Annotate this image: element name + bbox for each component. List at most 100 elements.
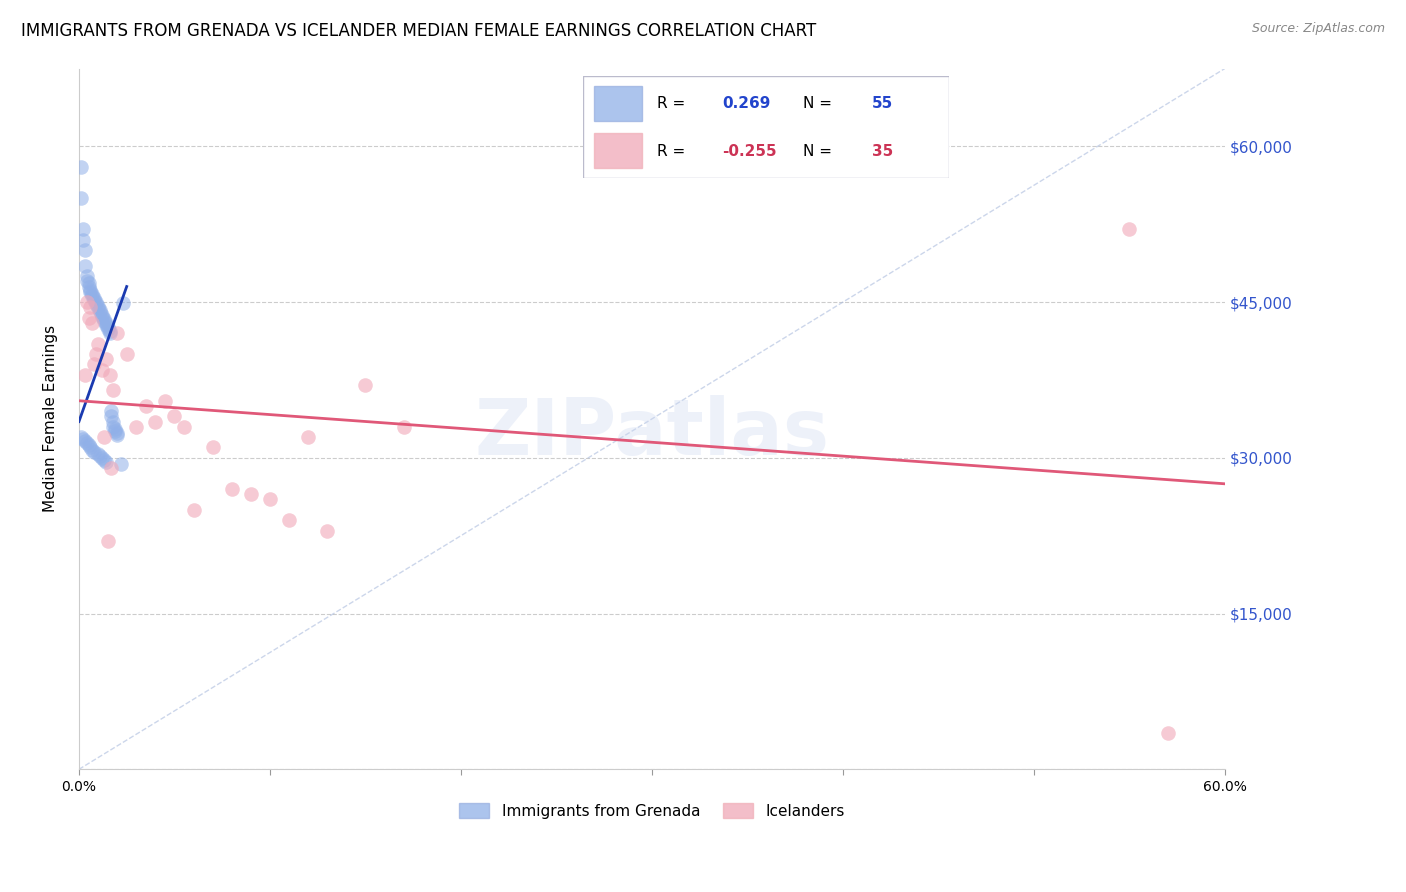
Point xyxy=(115,347,138,361)
Point xyxy=(105,326,128,341)
Point xyxy=(73,434,96,449)
Point xyxy=(77,310,100,325)
Text: R =: R = xyxy=(657,144,690,159)
Point xyxy=(110,457,132,471)
Point xyxy=(100,461,122,475)
Point xyxy=(87,336,110,351)
Point xyxy=(98,324,121,338)
Point xyxy=(73,368,96,382)
Point xyxy=(183,502,205,516)
Point xyxy=(84,295,107,310)
Point xyxy=(173,419,195,434)
Text: N =: N = xyxy=(803,95,837,111)
Point xyxy=(100,404,122,418)
Point xyxy=(97,322,120,336)
Point xyxy=(105,428,128,442)
Point xyxy=(93,314,115,328)
Point xyxy=(77,277,100,291)
Point xyxy=(84,297,107,311)
Point xyxy=(97,320,120,334)
Point xyxy=(84,347,107,361)
Point xyxy=(392,419,415,434)
Point xyxy=(72,233,94,247)
Point xyxy=(73,259,96,273)
Point xyxy=(104,424,127,438)
Point xyxy=(135,399,157,413)
Point xyxy=(90,308,112,322)
Point xyxy=(93,311,115,326)
Point xyxy=(90,450,112,465)
Point xyxy=(111,296,134,310)
Point xyxy=(143,415,166,429)
Point xyxy=(239,487,262,501)
Text: -0.255: -0.255 xyxy=(723,144,778,159)
Point xyxy=(94,318,117,332)
Point xyxy=(297,430,319,444)
Point xyxy=(82,289,104,303)
Point xyxy=(87,299,110,313)
Point xyxy=(83,291,105,305)
Point xyxy=(90,362,112,376)
Point xyxy=(98,326,121,341)
Text: R =: R = xyxy=(657,95,690,111)
Point xyxy=(83,293,105,307)
Text: Source: ZipAtlas.com: Source: ZipAtlas.com xyxy=(1251,22,1385,36)
Point xyxy=(93,453,115,467)
Point xyxy=(89,305,111,319)
Point xyxy=(79,441,101,455)
Point xyxy=(79,301,101,315)
Point xyxy=(104,422,127,436)
Point xyxy=(70,191,93,205)
FancyBboxPatch shape xyxy=(583,76,949,178)
Point xyxy=(87,447,110,461)
Point xyxy=(73,243,96,257)
Point xyxy=(82,442,104,457)
Point xyxy=(100,409,122,424)
Point xyxy=(163,409,186,424)
Point xyxy=(83,358,105,372)
Point xyxy=(221,482,243,496)
Point xyxy=(87,301,110,316)
Point xyxy=(76,436,98,450)
Bar xyxy=(595,87,643,121)
Point xyxy=(76,269,98,284)
Point xyxy=(70,160,93,174)
Text: IMMIGRANTS FROM GRENADA VS ICELANDER MEDIAN FEMALE EARNINGS CORRELATION CHART: IMMIGRANTS FROM GRENADA VS ICELANDER MED… xyxy=(21,22,817,40)
Text: ZIPatlas: ZIPatlas xyxy=(474,395,830,471)
Point xyxy=(278,513,301,527)
Point xyxy=(1156,726,1178,740)
Point xyxy=(79,285,101,299)
Legend: Immigrants from Grenada, Icelanders: Immigrants from Grenada, Icelanders xyxy=(453,797,851,825)
Point xyxy=(77,279,100,293)
Text: 55: 55 xyxy=(872,95,894,111)
Point xyxy=(72,432,94,446)
Point xyxy=(82,286,104,301)
Point xyxy=(72,222,94,236)
Point xyxy=(105,425,128,440)
Point xyxy=(316,524,339,538)
Point xyxy=(76,295,98,310)
Point xyxy=(93,430,115,444)
Point xyxy=(90,310,112,324)
Point xyxy=(354,378,377,392)
Point xyxy=(1118,222,1140,236)
Point xyxy=(79,283,101,297)
Point xyxy=(97,533,120,548)
Point xyxy=(89,303,111,318)
Point xyxy=(94,316,117,330)
Point xyxy=(76,274,98,288)
Point xyxy=(103,415,125,429)
Point xyxy=(103,384,125,398)
Point xyxy=(89,449,111,463)
Point xyxy=(82,316,104,330)
Point xyxy=(77,438,100,452)
Point xyxy=(201,441,224,455)
Point xyxy=(83,444,105,458)
Text: 35: 35 xyxy=(872,144,894,159)
Bar xyxy=(595,133,643,168)
Point xyxy=(153,393,176,408)
Point xyxy=(98,368,121,382)
Point xyxy=(259,492,281,507)
Point xyxy=(94,455,117,469)
Y-axis label: Median Female Earnings: Median Female Earnings xyxy=(44,326,58,513)
